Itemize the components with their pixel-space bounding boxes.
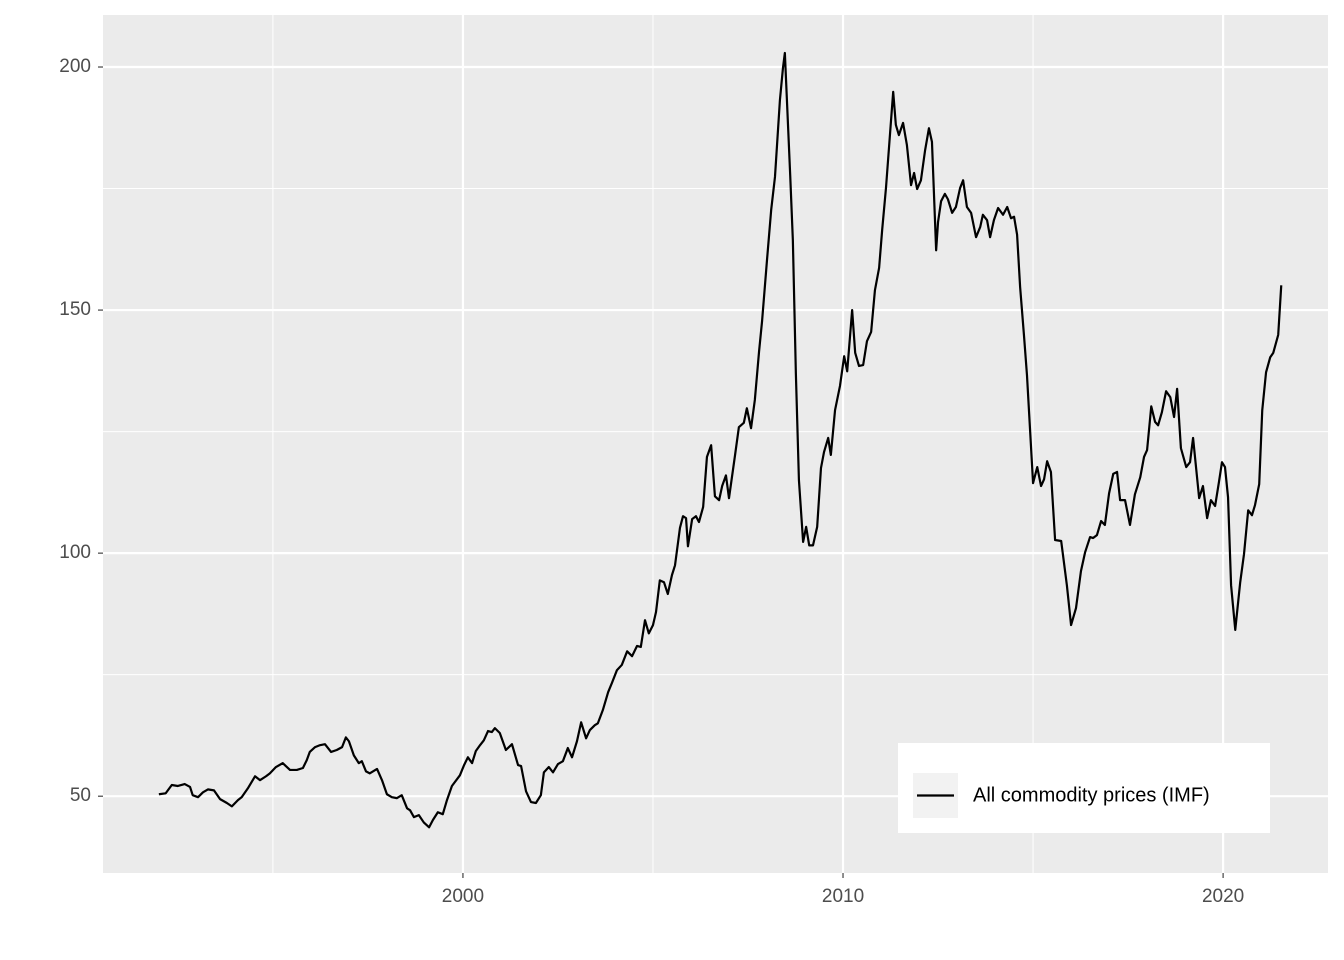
x-tick-label: 2010: [822, 886, 864, 907]
legend-label: All commodity prices (IMF): [973, 784, 1210, 806]
y-tick-label: 50: [70, 785, 91, 806]
y-tick-label: 100: [59, 542, 91, 563]
x-tick-label: 2000: [442, 886, 484, 907]
legend-box: [898, 743, 1270, 833]
plot-panel: [103, 15, 1328, 873]
legend: All commodity prices (IMF): [898, 743, 1270, 833]
x-tick-label: 2020: [1202, 886, 1244, 907]
marks: [158, 51, 1283, 829]
y-tick-label: 150: [59, 299, 91, 320]
data-line: [158, 51, 1283, 829]
axes: 2000 2010 2020 50 100 150 200: [59, 56, 1244, 907]
y-tick-label: 200: [59, 56, 91, 77]
